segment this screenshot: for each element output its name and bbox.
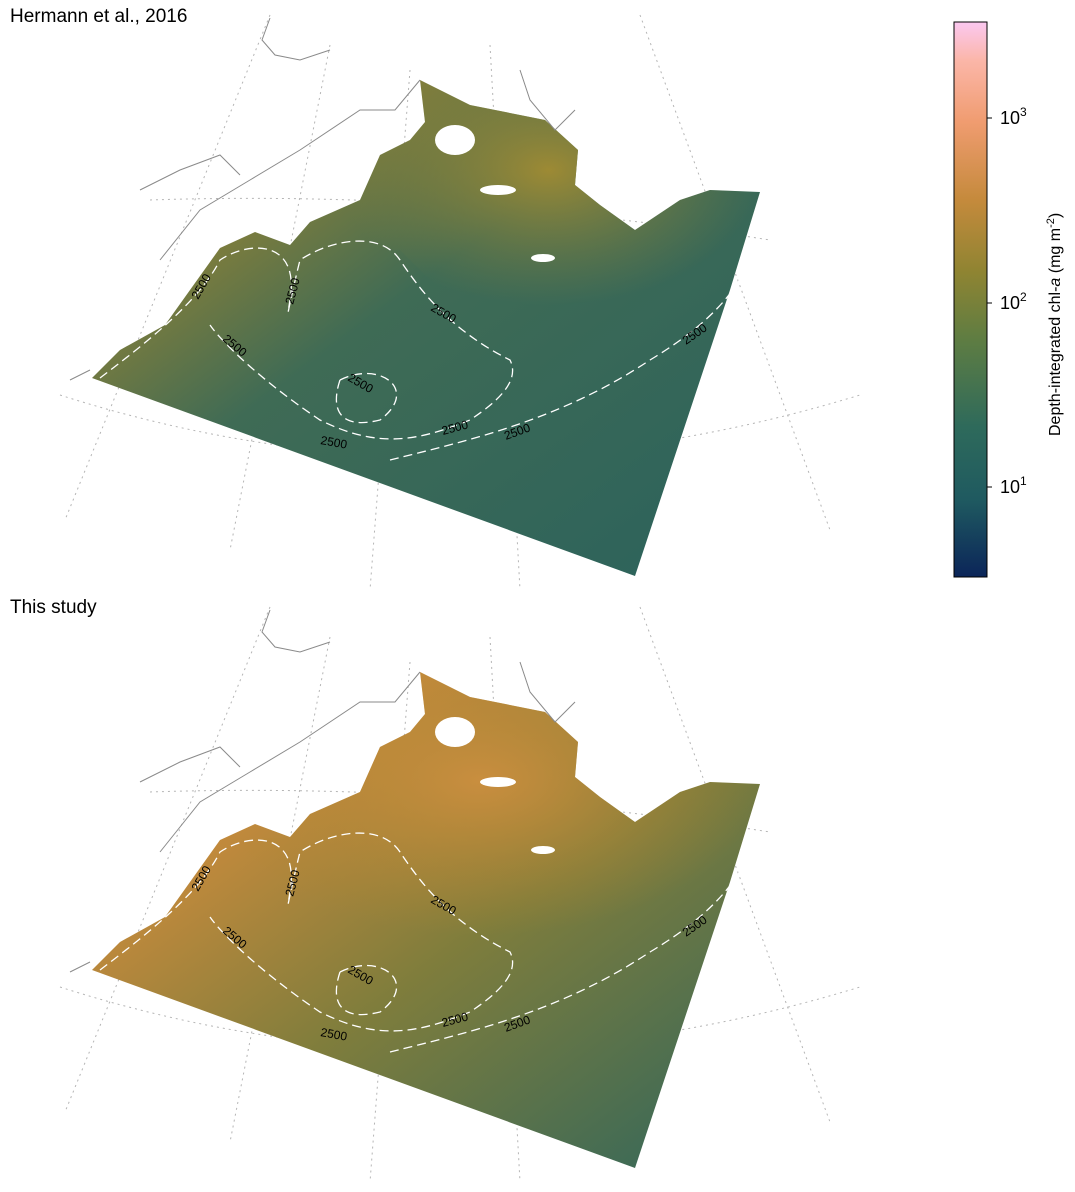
contour-label: 2500 [319, 433, 348, 451]
contour-labels: 2500 2500 2500 2500 2500 2500 2500 2500 … [188, 863, 709, 1044]
contour-2500 [99, 240, 746, 461]
colorbar: 103 102 101 Depth-integrated chl-a (mg m… [953, 21, 1064, 578]
colorbar-ticks [987, 117, 992, 488]
coastline [69, 609, 576, 973]
colorbar-title: Depth-integrated chl-a (mg m-2) [1045, 213, 1064, 436]
contour-label: 2500 [282, 276, 303, 306]
colorbar-tick-label: 102 [1000, 290, 1027, 313]
islands [435, 125, 555, 262]
contour-2500 [99, 832, 746, 1053]
shelf-field [200, 672, 760, 982]
shelf-field [290, 80, 760, 380]
contour-label: 2500 [440, 1009, 470, 1030]
coastline [69, 17, 576, 381]
contour-label: 2500 [440, 417, 470, 438]
colorbar-tick-label: 103 [1000, 105, 1027, 128]
panel-title-top: Hermann et al., 2016 [10, 6, 188, 27]
colorbar-gradient [953, 21, 988, 578]
contour-label: 2500 [319, 1025, 348, 1043]
contour-label: 2500 [282, 868, 303, 898]
map-panel-top: 2500 2500 2500 2500 2500 2500 2500 2500 … [59, 14, 861, 591]
map-panel-bottom: 2500 2500 2500 2500 2500 2500 2500 2500 … [59, 606, 861, 1183]
colorbar-tick-label: 101 [1000, 474, 1027, 497]
islands [435, 717, 555, 854]
panel-title-bottom: This study [10, 597, 97, 618]
